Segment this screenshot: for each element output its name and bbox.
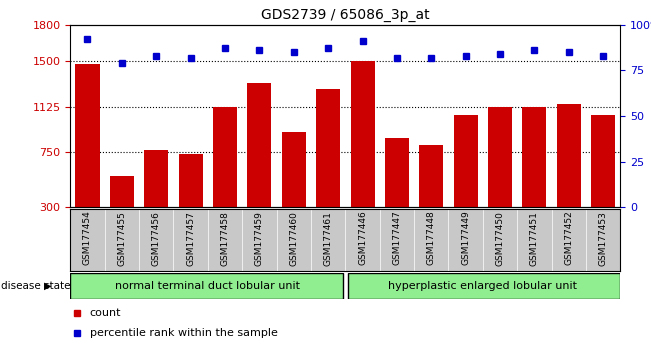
Text: GSM177448: GSM177448 (427, 211, 436, 266)
Text: GSM177452: GSM177452 (564, 211, 574, 266)
Title: GDS2739 / 65086_3p_at: GDS2739 / 65086_3p_at (261, 8, 430, 22)
Text: count: count (90, 308, 121, 318)
Text: GSM177458: GSM177458 (221, 211, 230, 266)
Text: normal terminal duct lobular unit: normal terminal duct lobular unit (115, 281, 300, 291)
Text: GSM177453: GSM177453 (599, 211, 608, 266)
Bar (419, 145, 443, 244)
Text: GSM177459: GSM177459 (255, 211, 264, 266)
Text: GSM177454: GSM177454 (83, 211, 92, 266)
Text: GSM177451: GSM177451 (530, 211, 539, 266)
Text: GSM177457: GSM177457 (186, 211, 195, 266)
Bar (282, 132, 306, 244)
Bar (316, 89, 340, 244)
Text: percentile rank within the sample: percentile rank within the sample (90, 328, 278, 338)
Bar (348, 273, 620, 299)
Bar (110, 176, 134, 244)
Text: GSM177447: GSM177447 (393, 211, 402, 266)
Bar (178, 154, 202, 244)
Bar (488, 107, 512, 244)
Text: GSM177461: GSM177461 (324, 211, 333, 266)
Text: GSM177460: GSM177460 (289, 211, 298, 266)
Text: disease state: disease state (1, 281, 71, 291)
Bar (557, 104, 581, 244)
Text: GSM177449: GSM177449 (461, 211, 470, 266)
Bar (454, 115, 478, 244)
Text: GSM177446: GSM177446 (358, 211, 367, 266)
Text: GSM177455: GSM177455 (117, 211, 126, 266)
Bar (385, 138, 409, 244)
Bar (76, 64, 100, 244)
Text: hyperplastic enlarged lobular unit: hyperplastic enlarged lobular unit (389, 281, 577, 291)
Text: ▶: ▶ (44, 281, 51, 291)
Bar (70, 273, 342, 299)
Bar (591, 115, 615, 244)
Bar (522, 107, 546, 244)
Bar (247, 83, 271, 244)
Bar (213, 107, 237, 244)
Text: GSM177450: GSM177450 (495, 211, 505, 266)
Bar (350, 61, 374, 244)
Bar (145, 150, 169, 244)
Text: GSM177456: GSM177456 (152, 211, 161, 266)
